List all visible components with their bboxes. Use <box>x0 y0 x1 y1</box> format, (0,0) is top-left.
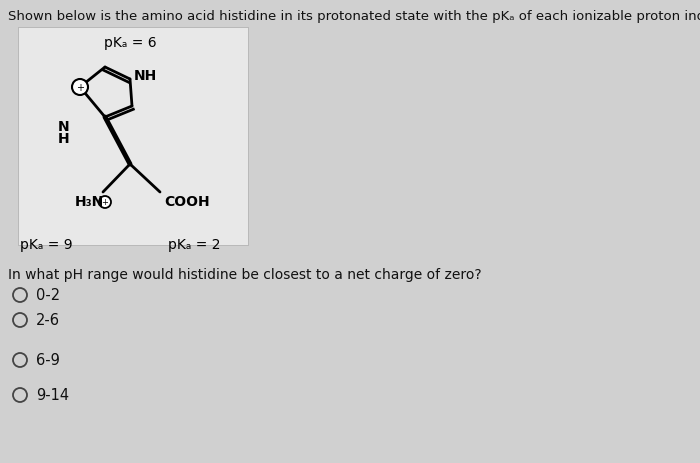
Text: pKₐ = 2: pKₐ = 2 <box>168 238 220 251</box>
Text: pKₐ = 6: pKₐ = 6 <box>104 36 156 50</box>
Text: Shown below is the amino acid histidine in its protonated state with the pKₐ of : Shown below is the amino acid histidine … <box>8 10 700 23</box>
Text: 2-6: 2-6 <box>36 313 60 328</box>
FancyBboxPatch shape <box>18 28 248 245</box>
Text: +: + <box>102 198 108 207</box>
Text: H₃N: H₃N <box>75 194 104 208</box>
Text: NH: NH <box>134 69 158 83</box>
Text: pKₐ = 9: pKₐ = 9 <box>20 238 73 251</box>
Text: In what pH range would histidine be closest to a net charge of zero?: In what pH range would histidine be clos… <box>8 268 482 282</box>
Circle shape <box>99 197 111 208</box>
Text: 0-2: 0-2 <box>36 288 60 303</box>
Text: N: N <box>58 120 69 134</box>
Text: 9-14: 9-14 <box>36 388 69 403</box>
Text: 6-9: 6-9 <box>36 353 60 368</box>
Text: H: H <box>58 131 69 146</box>
Text: COOH: COOH <box>164 194 209 208</box>
Text: +: + <box>76 83 84 93</box>
Circle shape <box>72 80 88 96</box>
